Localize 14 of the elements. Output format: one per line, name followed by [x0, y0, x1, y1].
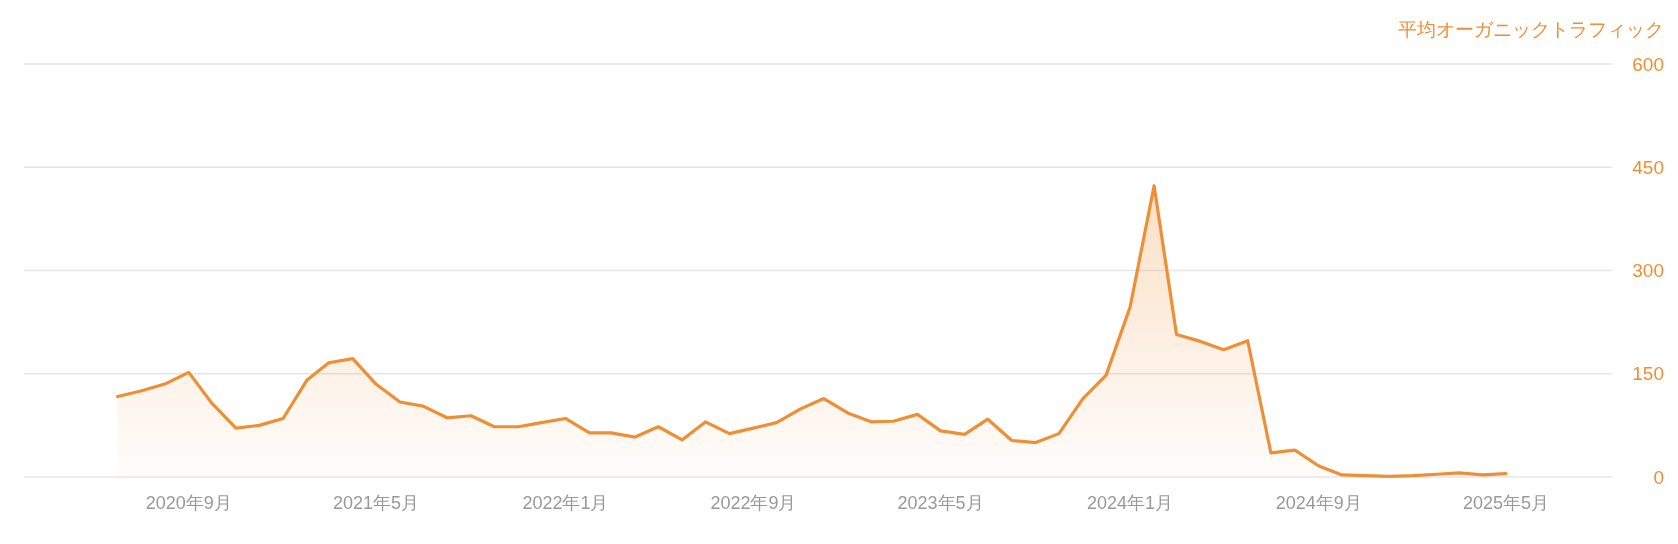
x-tick-label: 2024年9月	[1275, 493, 1362, 513]
x-tick-label: 2024年1月	[1087, 493, 1174, 513]
x-tick-label: 2021年5月	[332, 493, 419, 513]
x-tick-label: 2023年5月	[897, 493, 984, 513]
y-tick-label: 300	[1632, 260, 1664, 281]
y-tick-label: 150	[1632, 363, 1664, 385]
x-tick-label: 2022年1月	[522, 493, 609, 513]
y-tick-label: 0	[1653, 466, 1664, 488]
x-tick-label: 2025年5月	[1463, 493, 1550, 513]
x-tick-label: 2022年9月	[710, 493, 797, 513]
y-axis-title: 平均オーガニックトラフィック	[1398, 19, 1664, 40]
x-tick-label: 2020年9月	[145, 493, 232, 513]
y-tick-label: 450	[1632, 156, 1664, 178]
y-tick-label: 600	[1632, 53, 1664, 75]
